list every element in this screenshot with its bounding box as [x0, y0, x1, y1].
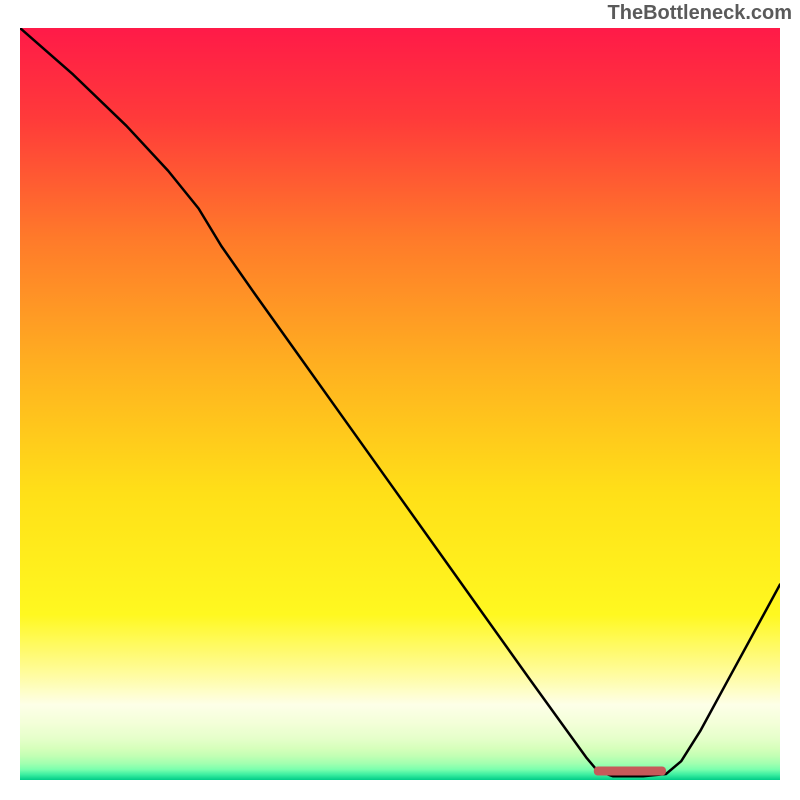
chart-container: TheBottleneck.com	[0, 0, 800, 800]
minimum-marker	[20, 28, 780, 780]
watermark-text: TheBottleneck.com	[608, 2, 792, 25]
chart-area	[20, 28, 780, 780]
